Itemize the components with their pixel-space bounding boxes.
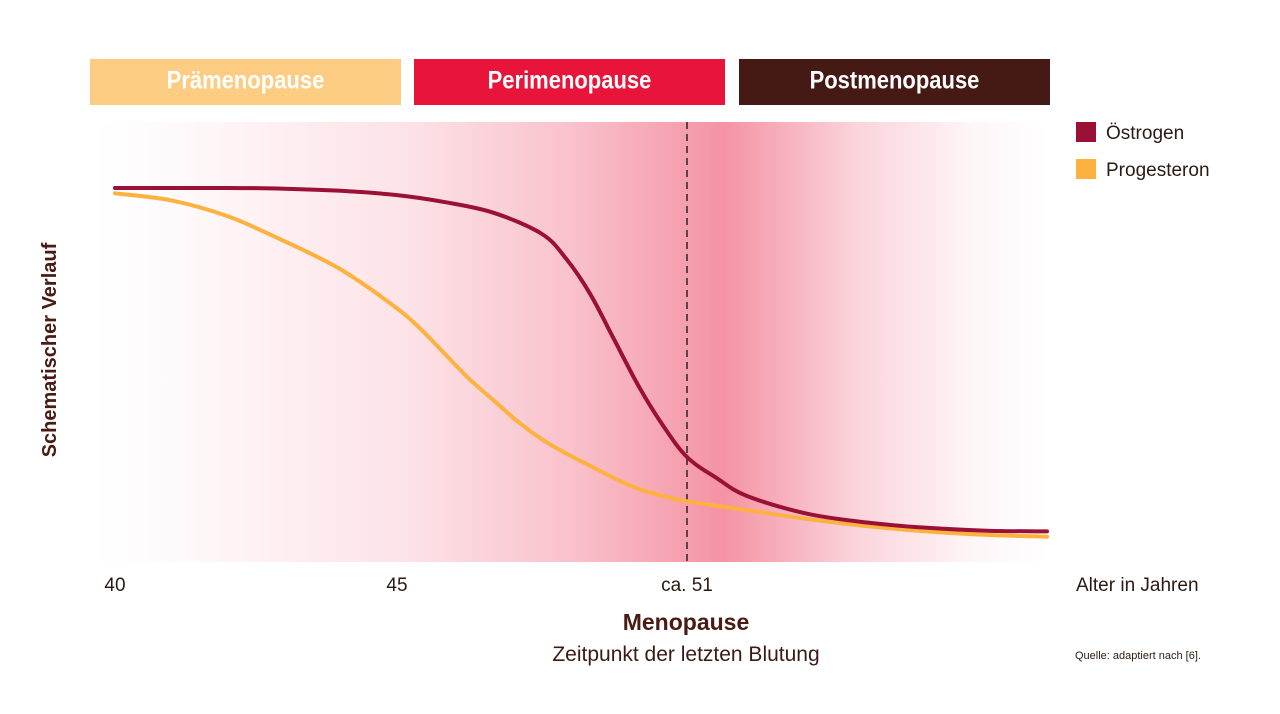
legend: Östrogen Progesteron <box>1076 122 1210 181</box>
x-axis-label: Alter in Jahren <box>1076 575 1199 596</box>
y-axis-label: Schematischer Verlauf <box>39 242 61 457</box>
menopause-title: Menopause <box>623 609 750 635</box>
series-line-progesteron <box>113 191 1049 539</box>
phase-bar-postmenopause: Postmenopause <box>739 59 1050 105</box>
x-tick-label: 40 <box>104 575 125 596</box>
phase-bar-bg <box>739 59 1050 105</box>
legend-swatch <box>1076 122 1096 142</box>
x-tick-label: ca. 51 <box>661 575 713 596</box>
source-note: Quelle: adaptiert nach [6]. <box>1075 650 1201 662</box>
phase-label: Prämenopause <box>167 66 325 94</box>
phase-bar-praemenopause: Prämenopause <box>90 59 401 105</box>
phase-bar-bg <box>414 59 725 105</box>
legend-label: Progesteron <box>1106 160 1210 181</box>
series-line-strogen <box>113 185 1049 534</box>
x-tick-labels: 40 45 ca. 51 <box>104 575 712 596</box>
phase-bar-perimenopause: Perimenopause <box>414 59 725 105</box>
series-lines <box>113 185 1049 539</box>
phase-label: Postmenopause <box>810 66 980 94</box>
x-tick-label: 45 <box>386 575 407 596</box>
legend-label: Östrogen <box>1106 123 1184 144</box>
phase-label: Perimenopause <box>488 66 652 94</box>
plot-background <box>90 122 1050 562</box>
legend-swatch <box>1076 159 1096 179</box>
phase-bar-bg <box>90 59 401 105</box>
menopause-subtitle: Zeitpunkt der letzten Blutung <box>552 643 819 666</box>
